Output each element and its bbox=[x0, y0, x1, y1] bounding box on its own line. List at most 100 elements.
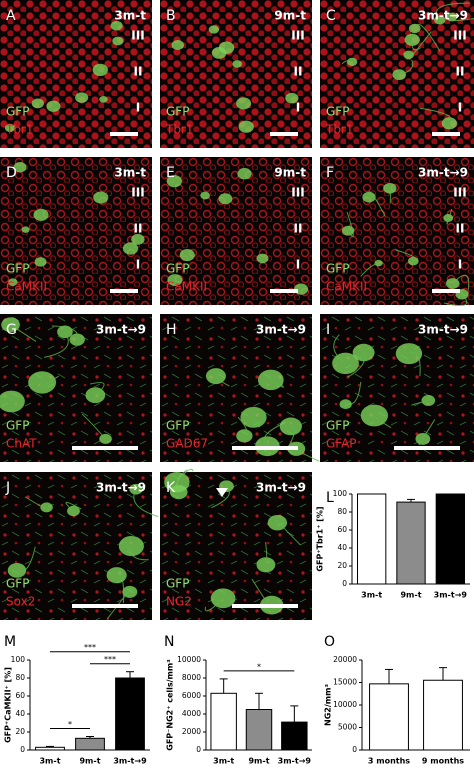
stain-label: GFP bbox=[6, 105, 29, 119]
time-label: 3m-t→9 bbox=[256, 481, 306, 495]
gfp-cell bbox=[167, 274, 183, 286]
bar bbox=[281, 721, 308, 751]
gfp-cell bbox=[75, 92, 89, 103]
layer-label: II bbox=[294, 222, 303, 236]
layer-label: I bbox=[136, 101, 140, 115]
layer-label: III bbox=[453, 186, 466, 200]
y-tick-label: 100 bbox=[333, 489, 348, 498]
x-tick-label: 3m-t→9 bbox=[113, 757, 147, 766]
stain-label: Tbr1 bbox=[165, 123, 194, 137]
panel-letter: A bbox=[6, 8, 16, 24]
stain-label: GFP bbox=[6, 262, 29, 276]
chart: O NG2/mm³ 0 5000 10000 15000 20000 3 months 9 mo… bbox=[324, 634, 470, 766]
y-tick-label: 10000 bbox=[177, 655, 201, 664]
layer-label: II bbox=[456, 65, 465, 79]
gfp-cell bbox=[129, 483, 143, 495]
x-tick-label: 9m-t bbox=[79, 757, 100, 766]
x-tick-label: 3m-t→9 bbox=[434, 591, 468, 600]
time-label: 3m-t→9 bbox=[418, 166, 468, 180]
gfp-process bbox=[0, 395, 12, 402]
gfp-cell bbox=[4, 123, 16, 132]
x-tick-label: 9m-t bbox=[248, 757, 269, 766]
layer-label: III bbox=[291, 186, 304, 200]
gfp-cell bbox=[31, 98, 44, 109]
gfp-process bbox=[368, 191, 386, 217]
gfp-cell bbox=[408, 23, 421, 34]
gfp-process bbox=[106, 587, 133, 620]
gfp-process bbox=[275, 519, 301, 546]
stain-texture bbox=[160, 157, 312, 305]
gfp-cell bbox=[21, 226, 30, 233]
stain-label: GFP bbox=[166, 105, 189, 119]
stain-label: GFP bbox=[326, 419, 349, 433]
y-tick-label: 0 bbox=[352, 745, 357, 754]
gfp-process bbox=[90, 382, 105, 396]
panel-letter: H bbox=[166, 322, 177, 338]
y-tick-label: 0 bbox=[196, 745, 201, 754]
arrowhead bbox=[216, 488, 228, 497]
panel: J 3m-t→9 GFP Sox2 bbox=[0, 472, 159, 620]
y-tick-label: 0 bbox=[342, 579, 347, 588]
stain-label: GAD67 bbox=[166, 437, 208, 451]
gfp-process bbox=[16, 546, 36, 572]
gfp-process bbox=[389, 188, 391, 204]
stain-label: GFP bbox=[6, 577, 29, 591]
time-label: 3m-t→9 bbox=[96, 323, 146, 337]
time-label: 9m-t bbox=[274, 9, 306, 23]
gfp-cell bbox=[0, 390, 25, 413]
y-axis-label: NG2/mm³ bbox=[324, 684, 333, 726]
gfp-process bbox=[287, 425, 295, 449]
gfp-process bbox=[215, 375, 230, 387]
y-tick-label: 4000 bbox=[182, 709, 201, 718]
gfp-process bbox=[130, 546, 149, 561]
time-label: 3m-t bbox=[114, 166, 146, 180]
gfp-process bbox=[411, 400, 429, 406]
bar bbox=[115, 677, 145, 751]
gfp-process bbox=[347, 352, 366, 378]
gfp-cell bbox=[421, 395, 436, 406]
layer-label: III bbox=[131, 186, 144, 200]
gfp-process bbox=[65, 501, 82, 512]
gfp-process bbox=[407, 31, 432, 59]
layer-label: II bbox=[134, 65, 143, 79]
y-axis-label: GFP⁻NG2⁺ cells/mm³ bbox=[166, 659, 175, 751]
panel: H 3m-t→9 GFP GAD67 bbox=[160, 314, 320, 462]
stain-label: GFP bbox=[166, 577, 189, 591]
layer-label: I bbox=[296, 258, 300, 272]
bar bbox=[396, 501, 426, 585]
stain-texture bbox=[0, 0, 152, 148]
gfp-cell bbox=[46, 100, 61, 112]
gfp-process bbox=[116, 574, 125, 604]
gfp-process bbox=[5, 321, 37, 342]
gfp-process bbox=[452, 274, 470, 290]
time-label: 9m-t bbox=[274, 166, 306, 180]
gfp-cell bbox=[28, 371, 57, 394]
gfp-process bbox=[414, 23, 441, 52]
y-tick-label: 60 bbox=[15, 691, 25, 700]
gfp-process bbox=[411, 39, 421, 51]
gfp-cell bbox=[237, 168, 252, 180]
layer-label: III bbox=[291, 29, 304, 43]
y-tick-label: 40 bbox=[337, 543, 347, 552]
panel-letter: I bbox=[326, 322, 330, 338]
layer-label: III bbox=[453, 29, 466, 43]
layer-label: I bbox=[296, 101, 300, 115]
stain-label: GFP bbox=[326, 262, 349, 276]
layer-label: III bbox=[131, 29, 144, 43]
bar bbox=[210, 692, 237, 751]
layer-label: I bbox=[458, 258, 462, 272]
y-tick-label: 80 bbox=[15, 673, 25, 682]
gfp-cell bbox=[403, 50, 414, 60]
gfp-cell bbox=[285, 92, 299, 104]
gfp-process bbox=[419, 107, 452, 124]
y-tick-label: 6000 bbox=[182, 691, 201, 700]
y-tick-label: 100 bbox=[11, 655, 26, 664]
y-axis-label: GFP⁺Tbr1⁺ [%] bbox=[316, 506, 325, 571]
x-tick-label: 9 months bbox=[422, 757, 464, 766]
panel-letter: D bbox=[6, 165, 17, 181]
gfp-cell bbox=[238, 120, 254, 133]
gfp-process bbox=[249, 416, 261, 428]
stain-label: GFP bbox=[326, 105, 349, 119]
